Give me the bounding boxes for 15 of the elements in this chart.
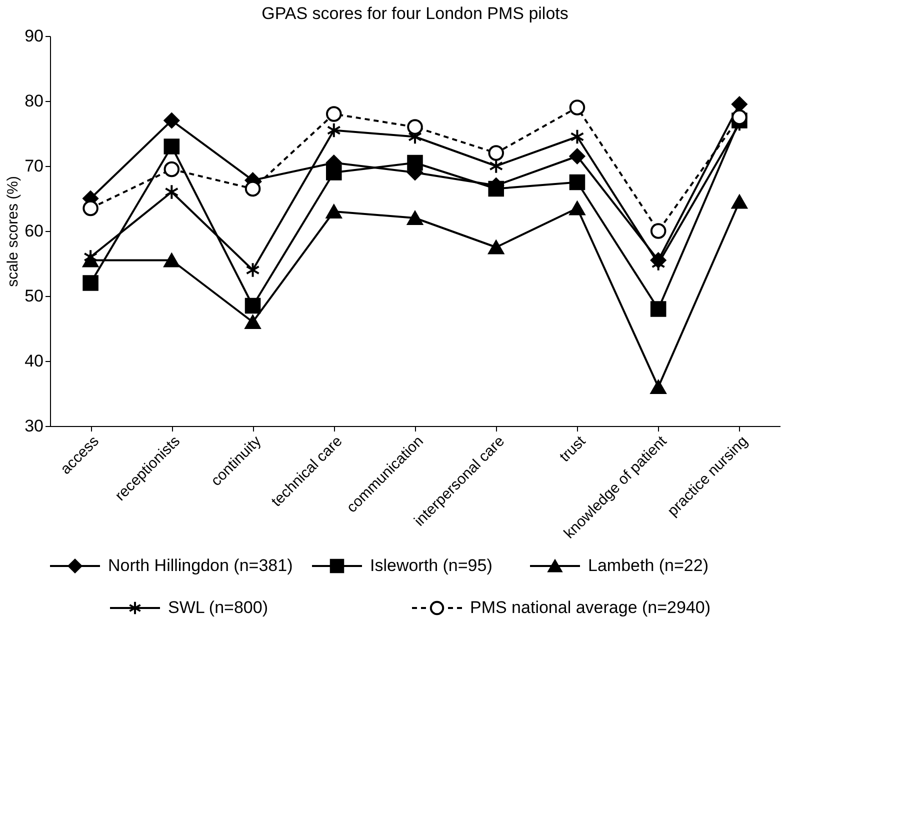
y-tick-label: 40 xyxy=(24,352,44,370)
legend-label: Isleworth (n=95) xyxy=(370,556,492,575)
y-tick-label: 80 xyxy=(24,92,44,110)
y-tick-label: 90 xyxy=(24,26,44,46)
y-axis-title: scale scores (%) xyxy=(4,176,22,287)
legend-label: North Hillingdon (n=381) xyxy=(108,556,293,575)
legend-label: SWL (n=800) xyxy=(168,598,268,617)
y-tick-label: 70 xyxy=(24,156,44,176)
legend-label: PMS national average (n=2940) xyxy=(470,598,711,617)
y-tick-label: 30 xyxy=(24,416,44,436)
y-tick-label: 50 xyxy=(24,286,44,306)
legend-label: Lambeth (n=22) xyxy=(588,556,708,575)
y-tick-label: 60 xyxy=(24,222,44,240)
x-tick-label: trust xyxy=(556,432,590,466)
chart-title: GPAS scores for four London PMS pilots xyxy=(262,4,568,23)
